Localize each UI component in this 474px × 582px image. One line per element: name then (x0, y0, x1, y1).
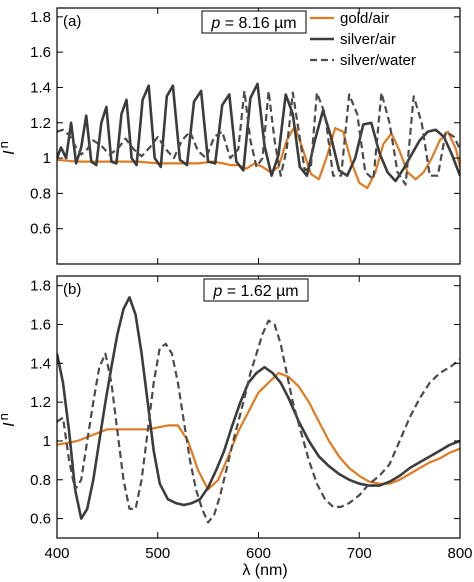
period-annotation: p = 8.16 µm (210, 15, 296, 32)
legend-label: silver/air (340, 31, 396, 48)
series-line-silver-air (57, 295, 460, 520)
y-tick-label: 1.8 (30, 278, 51, 295)
y-tick-label: 1 (43, 433, 51, 450)
y-tick-label: 1.4 (30, 79, 51, 96)
panel-b: 0.6 0.8 1 1.2 1.4 1.6 1.8 400 500 600 700 800 In (b) p… (0, 275, 473, 562)
panel-a: 0.6 0.8 1 1.2 1.4 1.6 1.8 In (a) p = 8.16 µm gold/… (0, 7, 461, 265)
period-annotation: p = 1.62 µm (212, 283, 298, 300)
plot-frame (56, 275, 461, 539)
y-tick-label: 1 (43, 150, 51, 167)
y-tick-label: 1.8 (30, 9, 51, 26)
y-tick-label: 0.8 (30, 185, 51, 202)
x-axis-label: λ (nm) (242, 562, 287, 579)
series-line-gold-air (57, 371, 460, 491)
x-tick-label: 600 (246, 545, 271, 562)
series-group (57, 295, 460, 524)
y-axis-label: In (0, 413, 18, 427)
y-tick-label: 1.6 (30, 317, 51, 334)
legend: gold/air silver/air silver/water (310, 10, 416, 69)
y-axis-label: In (0, 141, 18, 155)
x-tick-label: 400 (44, 545, 69, 562)
plot-frame (56, 7, 461, 265)
series-line-silver-water (57, 89, 460, 186)
series-group (57, 82, 460, 190)
y-tick-label: 1.6 (30, 44, 51, 61)
y-tick-label: 1.2 (30, 115, 51, 132)
annotation-box (203, 278, 309, 302)
y-tick-label: 0.6 (30, 511, 51, 528)
y-tick-label: 0.8 (30, 472, 51, 489)
panel-label: (b) (63, 281, 81, 298)
y-tick-label: 1.4 (30, 355, 51, 372)
annotation-box (201, 10, 307, 34)
x-tick-label: 500 (145, 545, 170, 562)
legend-label: gold/air (340, 10, 389, 27)
series-line-silver-water (57, 319, 460, 524)
y-tick-label: 0.6 (30, 221, 51, 238)
y-tick-label: 1.2 (30, 394, 51, 411)
x-tick-label: 800 (447, 545, 472, 562)
legend-label: silver/water (340, 52, 416, 69)
x-tick-label: 700 (347, 545, 372, 562)
series-line-silver-air (57, 82, 460, 183)
panel-label: (a) (63, 13, 81, 30)
